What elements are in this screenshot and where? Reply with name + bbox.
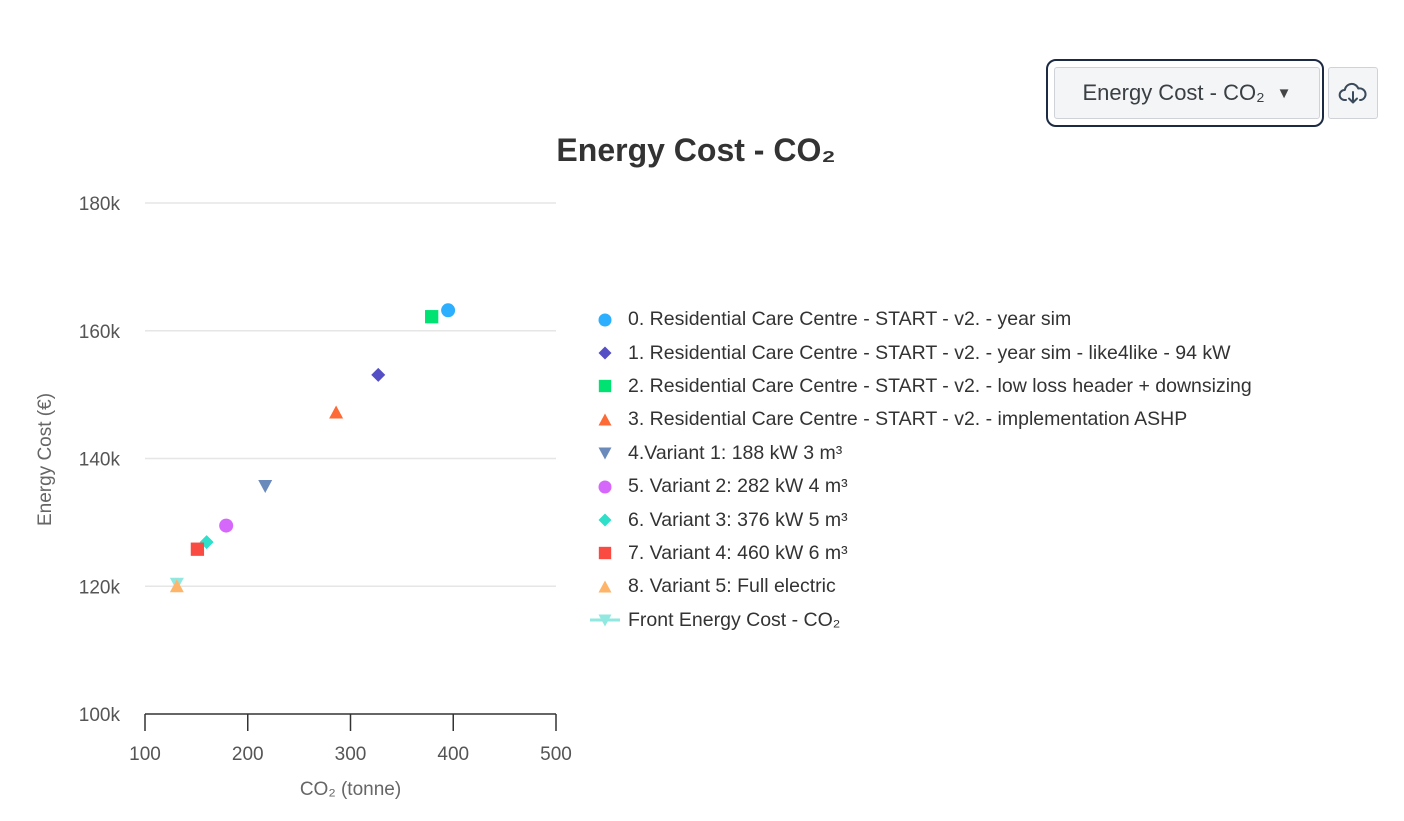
legend-symbol <box>598 346 612 360</box>
y-tick-label: 160k <box>79 322 121 343</box>
legend-symbol <box>598 413 612 426</box>
x-tick-label: 500 <box>540 744 572 765</box>
chart-select-focus-ring <box>1046 59 1324 127</box>
legend-marker <box>598 580 612 593</box>
chart-type-dropdown[interactable]: Energy Cost - CO₂ ▼ <box>1054 67 1320 119</box>
data-point-series-8 <box>169 579 184 593</box>
legend-item[interactable]: 1. Residential Care Centre - START - v2.… <box>588 336 1252 369</box>
legend-label: 2. Residential Care Centre - START - v2.… <box>628 374 1252 397</box>
legend-item[interactable]: 6. Variant 3: 376 kW 5 m³ <box>588 503 1252 536</box>
download-button[interactable] <box>1328 67 1378 119</box>
x-tick-label: 200 <box>232 744 264 765</box>
legend-symbol <box>598 580 612 593</box>
y-tick-label: 120k <box>79 577 121 598</box>
chart-legend: 0. Residential Care Centre - START - v2.… <box>588 303 1252 637</box>
legend-label: 0. Residential Care Centre - START - v2.… <box>628 308 1072 331</box>
data-point-series-0 <box>441 303 456 318</box>
legend-marker <box>598 447 612 460</box>
legend-label: 3. Residential Care Centre - START - v2.… <box>628 408 1188 431</box>
x-tick-label: 400 <box>437 744 469 765</box>
y-tick-label: 140k <box>79 450 121 471</box>
legend-marker <box>598 614 612 627</box>
legend-label: 1. Residential Care Centre - START - v2.… <box>628 341 1231 364</box>
legend-item[interactable]: Front Energy Cost - CO₂ <box>588 604 1252 637</box>
legend-symbol <box>590 614 620 627</box>
legend-marker <box>598 480 612 494</box>
legend-symbol <box>598 380 612 393</box>
data-point-series-7 <box>190 542 205 556</box>
legend-label: 7. Variant 4: 460 kW 6 m³ <box>628 541 848 564</box>
legend-marker <box>598 346 612 360</box>
legend-marker <box>598 547 612 560</box>
legend-symbol <box>598 480 612 494</box>
legend-item[interactable]: 7. Variant 4: 460 kW 6 m³ <box>588 537 1252 570</box>
x-tick-label: 300 <box>335 744 367 765</box>
y-tick-label: 100k <box>79 705 121 726</box>
y-tick-label: 180k <box>79 194 121 215</box>
legend-symbol <box>598 513 612 527</box>
legend-item[interactable]: 5. Variant 2: 282 kW 4 m³ <box>588 470 1252 503</box>
data-point-series-3 <box>329 405 344 419</box>
legend-marker <box>598 413 612 426</box>
legend-label: Front Energy Cost - CO₂ <box>628 608 841 631</box>
cloud-download-icon <box>1338 82 1367 104</box>
legend-item[interactable]: 2. Residential Care Centre - START - v2.… <box>588 370 1252 403</box>
legend-label: 5. Variant 2: 282 kW 4 m³ <box>628 475 848 498</box>
legend-label: 6. Variant 3: 376 kW 5 m³ <box>628 508 848 531</box>
data-point-series-2 <box>425 310 439 324</box>
legend-label: 4.Variant 1: 188 kW 3 m³ <box>628 441 843 464</box>
legend-item[interactable]: 3. Residential Care Centre - START - v2.… <box>588 403 1252 436</box>
legend-item[interactable]: 8. Variant 5: Full electric <box>588 570 1252 603</box>
caret-down-icon: ▼ <box>1276 84 1292 102</box>
legend-marker <box>598 513 612 527</box>
data-point-series-4 <box>258 480 273 493</box>
legend-item[interactable]: 0. Residential Care Centre - START - v2.… <box>588 303 1252 336</box>
x-tick-label: 100 <box>129 744 161 765</box>
chart-title: Energy Cost - CO₂ <box>556 132 836 168</box>
legend-marker <box>598 380 612 393</box>
y-axis-title: Energy Cost (€) <box>35 393 56 526</box>
x-axis-title: CO₂ (tonne) <box>300 779 401 800</box>
legend-symbol <box>598 447 612 460</box>
legend-symbol <box>598 547 612 560</box>
legend-marker <box>598 313 612 327</box>
legend-symbol <box>598 313 612 327</box>
legend-item[interactable]: 4.Variant 1: 188 kW 3 m³ <box>588 437 1252 470</box>
chart-type-dropdown-label: Energy Cost - CO₂ <box>1082 80 1265 105</box>
legend-label: 8. Variant 5: Full electric <box>628 575 836 598</box>
data-point-series-1 <box>371 367 386 382</box>
data-point-series-5 <box>219 518 234 533</box>
